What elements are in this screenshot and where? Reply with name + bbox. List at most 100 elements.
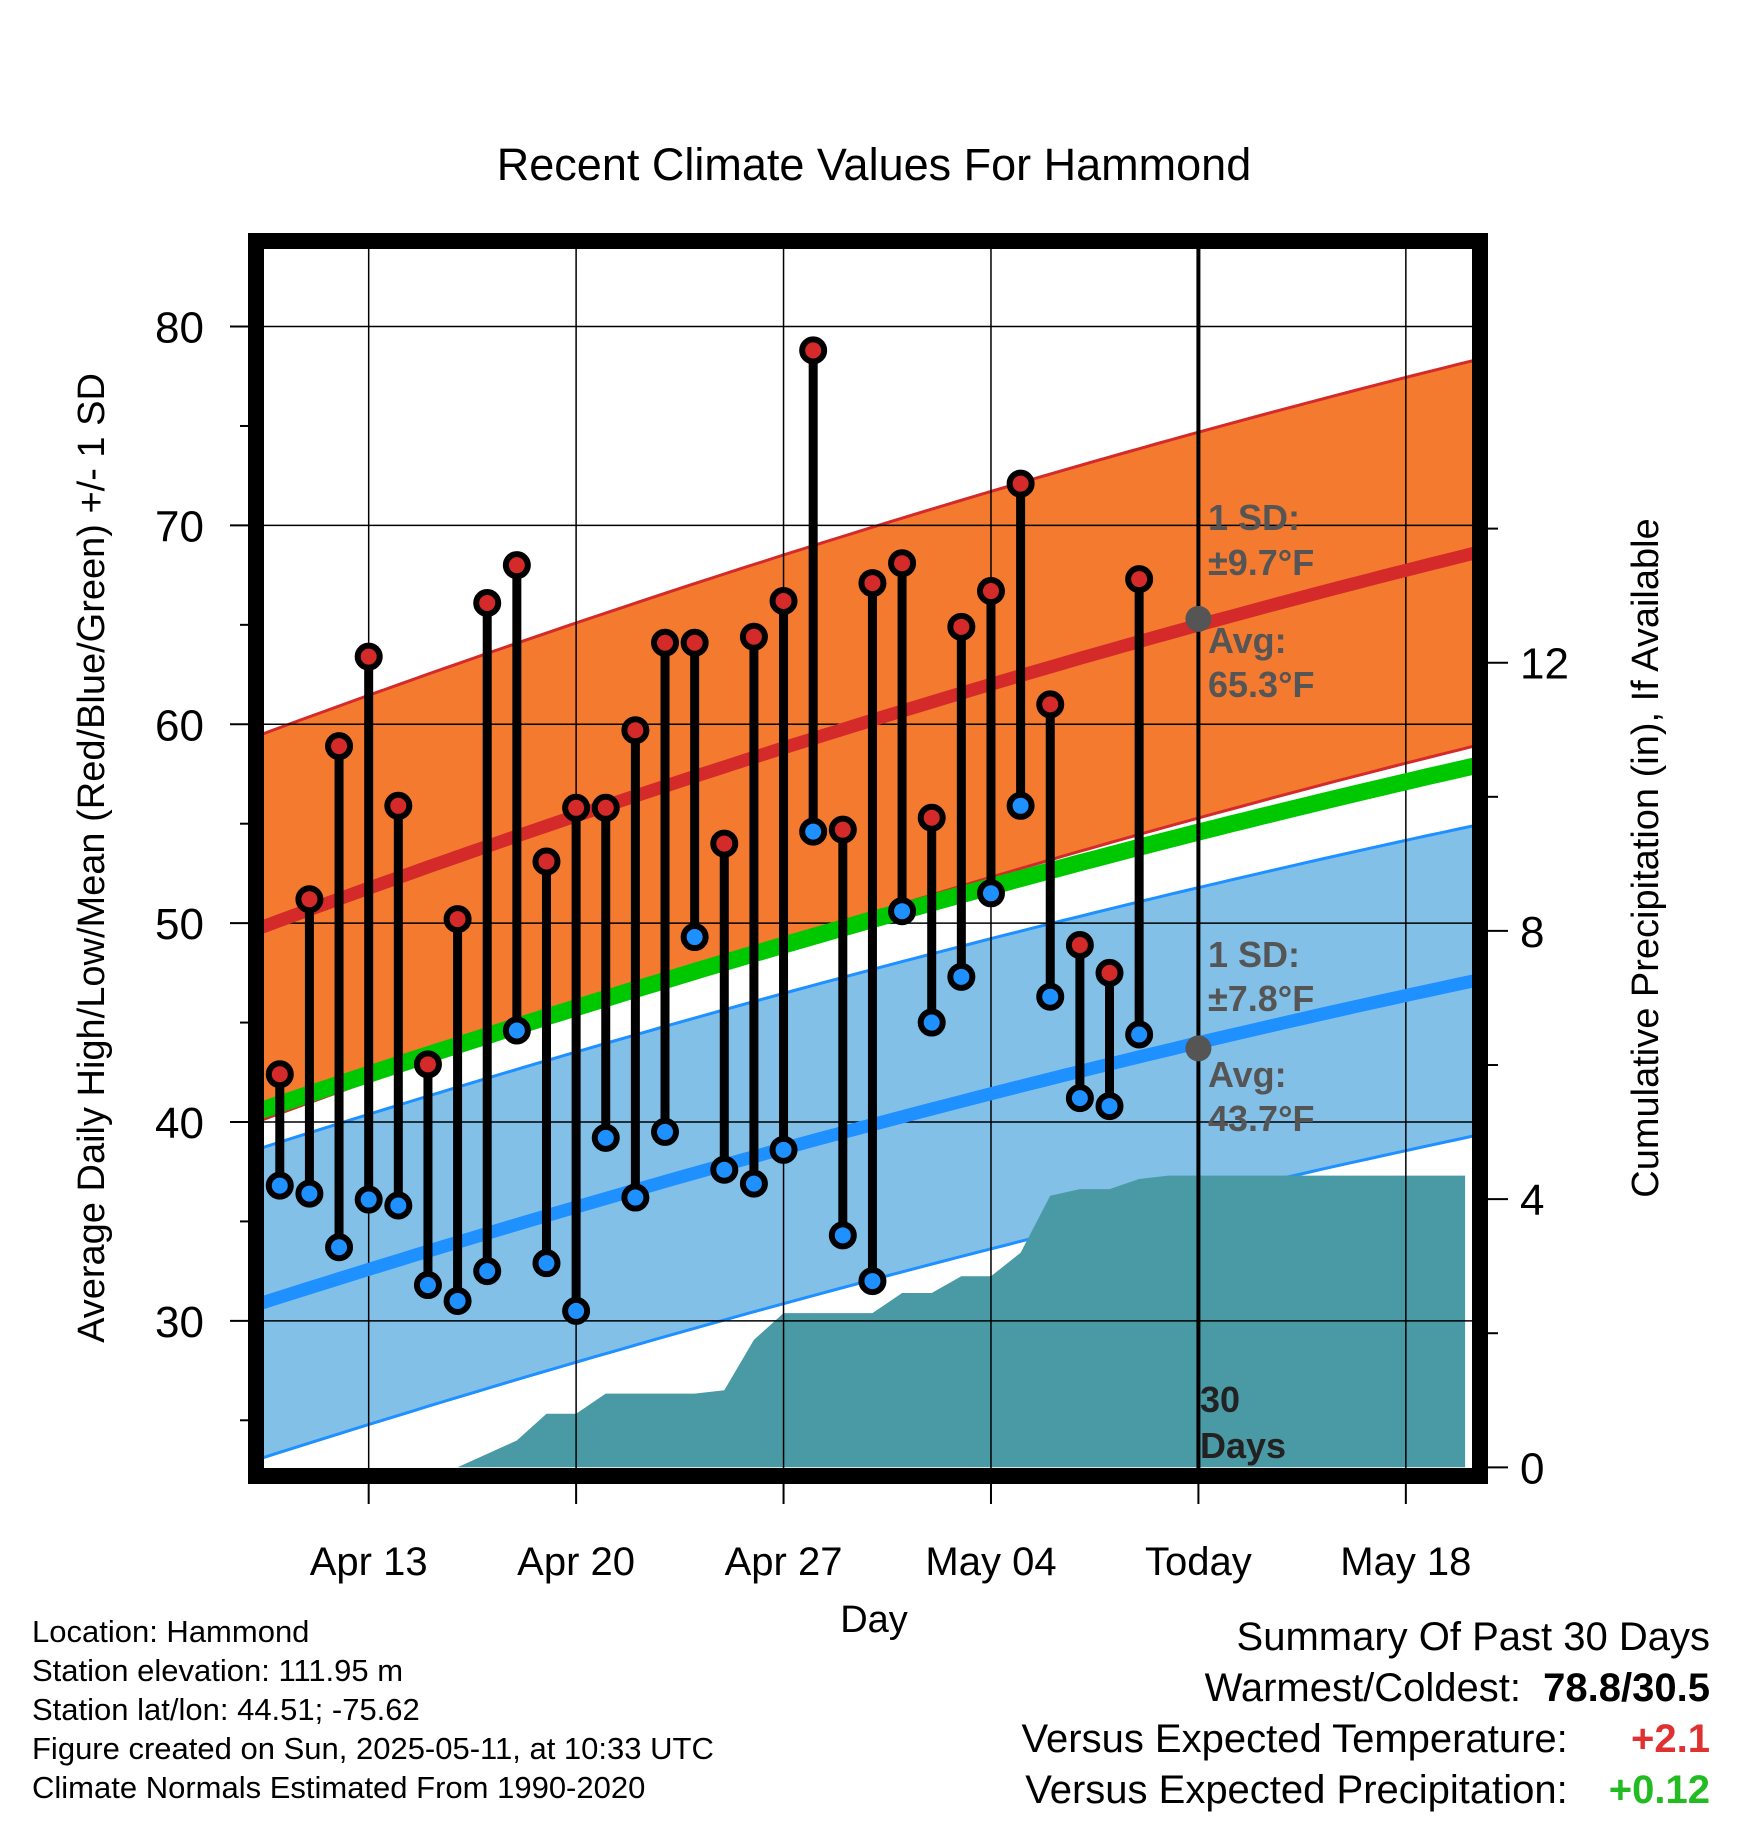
daily-low-point <box>562 1296 591 1325</box>
window-label-days: Days <box>1200 1425 1286 1466</box>
daily-high-point <box>443 905 472 934</box>
summary-temperature: Versus Expected Temperature: +2.1 <box>1022 1714 1710 1765</box>
daily-low-point <box>621 1183 650 1212</box>
daily-high-point <box>828 815 857 844</box>
daily-high-point <box>591 793 620 822</box>
daily-low-point <box>769 1135 798 1164</box>
precip-value: +0.12 <box>1608 1768 1710 1812</box>
temp-value: +2.1 <box>1631 1717 1710 1761</box>
left-tick-label: 50 <box>155 900 204 949</box>
daily-high-point <box>888 549 917 578</box>
location-text: Location: Hammond <box>32 1614 310 1649</box>
daily-high-point <box>384 791 413 820</box>
right-tick-label: 4 <box>1520 1176 1544 1225</box>
low-avg-label: Avg: <box>1208 1054 1287 1095</box>
daily-low-point <box>888 897 917 926</box>
daily-low-point <box>532 1249 561 1278</box>
daily-high-point <box>295 885 324 914</box>
left-tick-label: 70 <box>155 502 204 551</box>
daily-low-point <box>828 1221 857 1250</box>
latlon-text: Station lat/lon: 44.51; -75.62 <box>32 1692 420 1727</box>
daily-low-point <box>1036 982 1065 1011</box>
daily-high-point <box>1036 690 1065 719</box>
daily-high-point <box>917 803 946 832</box>
low-sd-value: ±7.8°F <box>1208 978 1314 1019</box>
left-axis-label: Average Daily High/Low/Mean (Red/Blue/Gr… <box>71 373 113 1343</box>
plot-area <box>262 247 1474 1470</box>
daily-low-point <box>413 1271 442 1300</box>
right-axis-label: Cumulative Precipitation (in), If Availa… <box>1625 518 1667 1197</box>
daily-low-point <box>473 1257 502 1286</box>
high-sd-label: 1 SD: <box>1208 497 1300 538</box>
left-tick-label: 40 <box>155 1099 204 1148</box>
daily-low-point <box>680 923 709 952</box>
daily-high-point <box>473 588 502 617</box>
daily-low-point <box>976 879 1005 908</box>
daily-high-point <box>1065 931 1094 960</box>
elevation-text: Station elevation: 111.95 m <box>32 1653 404 1688</box>
daily-low-point <box>265 1171 294 1200</box>
daily-low-point <box>858 1267 887 1296</box>
left-axis-ticks: 30 40 50 60 70 80 <box>155 304 248 1422</box>
daily-high-point <box>710 829 739 858</box>
today-low-average-dot <box>1185 1035 1212 1062</box>
daily-low-point <box>710 1155 739 1184</box>
x-axis-label: Day <box>840 1599 908 1641</box>
high-avg-label: Avg: <box>1208 620 1287 661</box>
daily-high-point <box>858 569 887 598</box>
low-avg-value: 43.7°F <box>1208 1098 1314 1139</box>
daily-high-point <box>532 847 561 876</box>
left-tick-label: 60 <box>155 701 204 750</box>
warm-cold-label: Warmest/Coldest: <box>1204 1666 1521 1710</box>
daily-low-point <box>295 1179 324 1208</box>
daily-low-point <box>947 962 976 991</box>
summary-warm-cold: Warmest/Coldest: 78.8/30.5 <box>1022 1663 1710 1714</box>
x-tick-label: May 18 <box>1340 1540 1471 1584</box>
daily-high-point <box>799 336 828 365</box>
daily-low-point <box>591 1123 620 1152</box>
daily-high-point <box>502 551 531 580</box>
left-tick-label: 80 <box>155 304 204 353</box>
today-high-average-dot <box>1185 605 1212 632</box>
warm-cold-value: 78.8/30.5 <box>1543 1666 1710 1710</box>
low-sd-label: 1 SD: <box>1208 934 1300 975</box>
normals-text: Climate Normals Estimated From 1990-2020 <box>32 1770 646 1805</box>
precip-label: Versus Expected Precipitation: <box>1025 1768 1568 1812</box>
daily-high-point <box>680 628 709 657</box>
high-sd-value: ±9.7°F <box>1208 542 1314 583</box>
daily-high-point <box>562 793 591 822</box>
x-tick-label: May 04 <box>925 1540 1056 1584</box>
chart-title: Recent Climate Values For Hammond <box>497 139 1251 190</box>
x-tick-label: Apr 20 <box>517 1540 635 1584</box>
temp-label: Versus Expected Temperature: <box>1021 1717 1568 1761</box>
summary-heading: Summary Of Past 30 Days <box>1236 1615 1710 1659</box>
daily-low-point <box>1006 791 1035 820</box>
daily-low-point <box>443 1286 472 1315</box>
daily-low-point <box>1125 1020 1154 1049</box>
daily-high-point <box>739 622 768 651</box>
x-axis-ticks: Apr 13 Apr 20 Apr 27 May 04 Today May 18 <box>310 1484 1471 1584</box>
created-text: Figure created on Sun, 2025-05-11, at 10… <box>32 1731 714 1766</box>
daily-high-point <box>1006 469 1035 498</box>
window-label-number: 30 <box>1200 1379 1240 1420</box>
x-tick-label: Apr 13 <box>310 1540 428 1584</box>
station-info: Location: Hammond Station elevation: 111… <box>32 1612 714 1807</box>
daily-low-point <box>1065 1084 1094 1113</box>
plot-frame <box>248 233 1488 1484</box>
daily-high-point <box>265 1060 294 1089</box>
daily-high-point <box>651 628 680 657</box>
daily-high-point <box>769 586 798 615</box>
right-axis-ticks: 0 4 8 12 <box>1488 527 1569 1493</box>
right-tick-label: 12 <box>1520 640 1569 689</box>
high-avg-value: 65.3°F <box>1208 664 1314 705</box>
daily-low-point <box>354 1185 383 1214</box>
summary-panel: Summary Of Past 30 Days Warmest/Coldest:… <box>1022 1612 1710 1816</box>
daily-high-point <box>1095 958 1124 987</box>
daily-low-point <box>1095 1092 1124 1121</box>
daily-high-point <box>354 642 383 671</box>
x-tick-label: Today <box>1145 1540 1252 1584</box>
daily-low-point <box>502 1016 531 1045</box>
daily-low-point <box>917 1008 946 1037</box>
daily-high-point <box>947 612 976 641</box>
